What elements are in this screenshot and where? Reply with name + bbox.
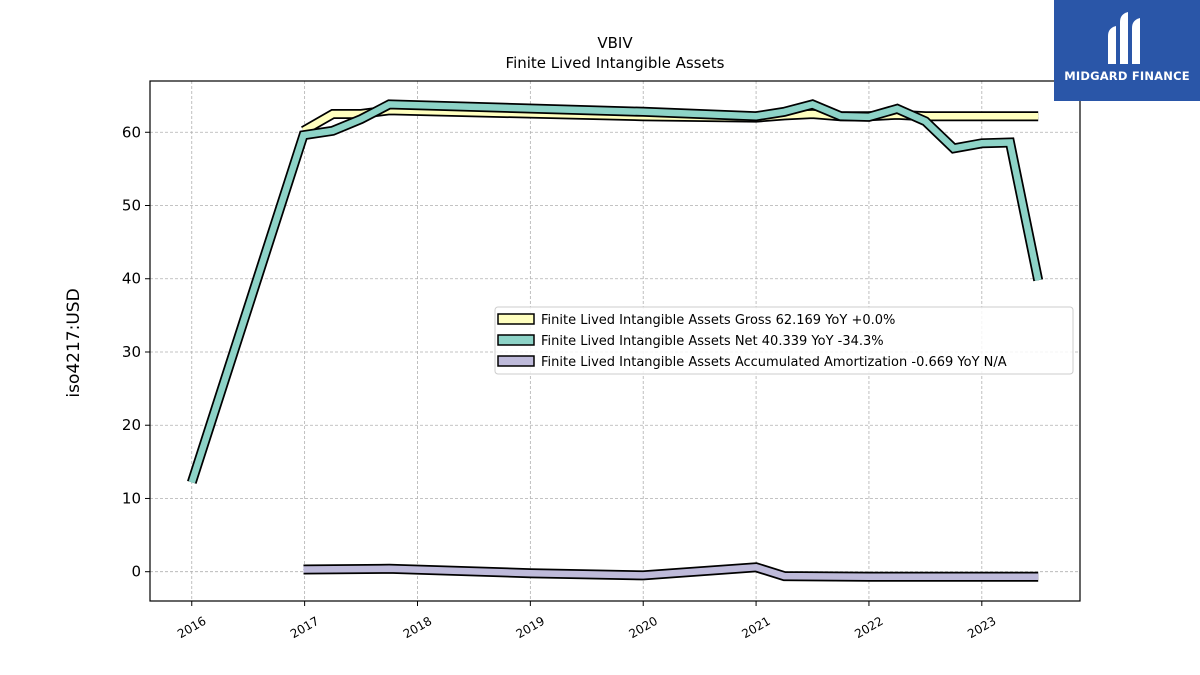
legend-swatch: [497, 313, 535, 325]
x-tick-label: 2019: [514, 614, 547, 641]
x-tick-label: 2023: [965, 614, 998, 641]
data-point: [924, 576, 926, 578]
x-tick-label: 2020: [626, 614, 659, 641]
logo-text: MIDGARD FINANCE: [1064, 69, 1190, 83]
x-tick-label: 2021: [739, 614, 772, 641]
data-point: [868, 116, 870, 118]
chart-subtitle: Finite Lived Intangible Assets: [506, 54, 725, 72]
midgard-finance-logo: MIDGARD FINANCE: [1054, 0, 1200, 101]
data-point: [191, 481, 193, 483]
data-point: [812, 103, 814, 105]
y-tick-label: 10: [122, 489, 141, 507]
data-point: [953, 115, 955, 117]
data-point: [388, 568, 390, 570]
x-tick-label: 2018: [401, 614, 434, 641]
y-tick-label: 20: [122, 416, 141, 434]
legend-label: Finite Lived Intangible Assets Net 40.33…: [541, 334, 884, 349]
data-point: [642, 111, 644, 113]
data-point: [1037, 115, 1039, 117]
data-point: [1009, 115, 1011, 117]
data-point: [812, 113, 814, 115]
data-point: [896, 114, 898, 116]
x-tick-label: 2017: [288, 614, 321, 641]
y-tick-label: 30: [122, 343, 141, 361]
midgard-m-icon: [1108, 12, 1140, 64]
chart-title: VBIV: [597, 34, 633, 52]
data-point: [302, 569, 304, 571]
data-point: [868, 576, 870, 578]
x-tick-label: 2022: [852, 614, 885, 641]
series-line-2: [303, 564, 1039, 581]
data-point: [755, 115, 757, 117]
series-layer: [187, 99, 1044, 582]
legend-swatch: [497, 334, 535, 346]
data-point: [783, 575, 785, 577]
data-point: [332, 113, 334, 115]
y-tick-label: 60: [122, 123, 141, 141]
data-point: [783, 111, 785, 113]
data-point: [981, 142, 983, 144]
data-point: [302, 134, 304, 136]
legend-swatch: [497, 355, 535, 367]
legend-label: Finite Lived Intangible Assets Gross 62.…: [541, 313, 895, 328]
data-point: [1037, 279, 1039, 281]
data-point: [981, 576, 983, 578]
data-point: [332, 130, 334, 132]
data-point: [360, 118, 362, 120]
data-point: [981, 115, 983, 117]
y-tick-label: 0: [131, 563, 141, 581]
series-line-1: [188, 100, 1042, 484]
y-tick-label: 50: [122, 197, 141, 215]
data-point: [953, 147, 955, 149]
data-point: [529, 572, 531, 574]
data-point: [642, 574, 644, 576]
y-tick-label: 40: [122, 270, 141, 288]
y-axis-label: iso4217:USD: [64, 288, 84, 397]
axis-ticks: 2016 2017 2018 2019 2020 2021 2022 2023 0 10 20 30 4…: [122, 123, 999, 641]
x-tick-label: 2016: [175, 614, 208, 641]
legend-box: [494, 306, 1074, 375]
data-point: [840, 115, 842, 117]
legend-label: Finite Lived Intangible Assets Accumulat…: [541, 355, 1007, 370]
data-point: [1037, 576, 1039, 578]
data-point: [388, 103, 390, 105]
plot-frame: [149, 80, 1081, 602]
data-point: [755, 566, 757, 568]
data-point: [924, 120, 926, 122]
data-point: [896, 108, 898, 110]
data-point: [1009, 142, 1011, 144]
legend: Finite Lived Intangible Assets Gross 62.…: [494, 306, 1074, 375]
series-outline-1: [187, 99, 1044, 484]
